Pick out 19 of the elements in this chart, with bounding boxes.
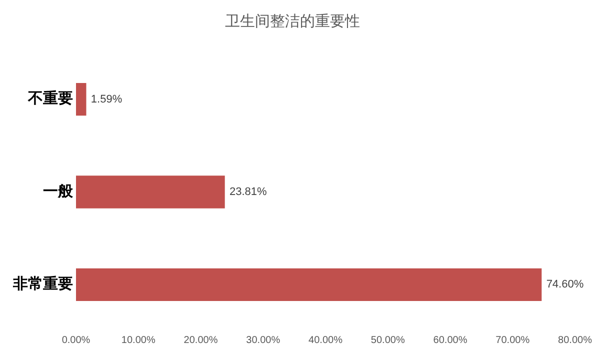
x-tick-label: 10.00% <box>121 334 156 346</box>
y-tick-label: 非常重要 <box>12 274 73 293</box>
data-label: 1.59% <box>90 93 122 106</box>
x-tick-label: 80.00% <box>558 334 592 346</box>
y-tick-label: 一般 <box>43 182 74 200</box>
x-tick-label: 50.00% <box>370 334 405 346</box>
bar <box>76 83 86 116</box>
y-tick-label: 不重要 <box>27 89 73 108</box>
x-tick-label: 60.00% <box>433 334 468 346</box>
chart-title: 卫生间整洁的重要性 <box>225 12 360 30</box>
bar <box>76 176 225 208</box>
data-label: 23.81% <box>230 186 268 198</box>
x-tick-label: 30.00% <box>246 334 280 346</box>
data-label: 74.60% <box>546 278 584 291</box>
x-tick-label: 70.00% <box>496 334 530 346</box>
x-tick-label: 40.00% <box>308 334 343 346</box>
x-tick-label: 0.00% <box>62 334 90 346</box>
bar <box>76 268 542 301</box>
x-tick-label: 20.00% <box>184 334 218 346</box>
